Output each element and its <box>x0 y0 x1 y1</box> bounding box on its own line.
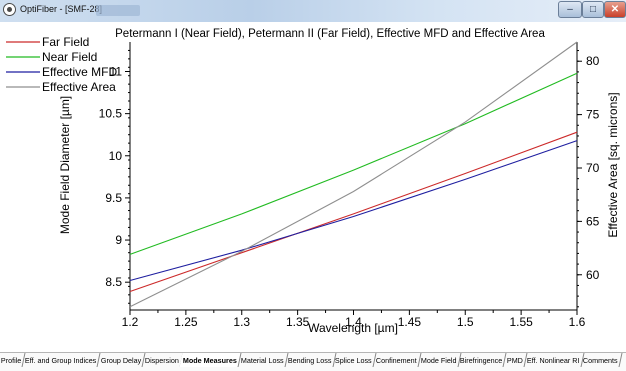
legend-label: Near Field <box>42 50 97 64</box>
legend-label: Effective MFD <box>42 65 117 79</box>
y-tick-label: 9 <box>115 233 122 247</box>
tab-label: Mode Measures <box>182 356 237 365</box>
y-tick-label: 8.5 <box>105 275 122 289</box>
y2-tick-label: 60 <box>586 268 600 282</box>
tab-group-delay[interactable]: Group Delay <box>97 353 146 367</box>
tab-confinement[interactable]: Confinement <box>372 353 422 367</box>
title-bar[interactable]: OptiFiber - [SMF-28] – □ ✕ <box>0 0 626 22</box>
tab-bending-loss[interactable]: Bending Loss <box>284 353 336 367</box>
x-tick-label: 1.4 <box>345 315 362 329</box>
series-line-effective-area <box>129 41 578 308</box>
y2-tick-label: 70 <box>586 161 600 175</box>
tab-label: Birefringence <box>460 356 503 365</box>
tab-mode-field[interactable]: Mode Field <box>417 353 461 367</box>
tab-label: Dispersion <box>145 356 179 365</box>
tab-label: Confinement <box>376 356 417 365</box>
tab-label: Group Delay <box>100 356 142 365</box>
x-tick-label: 1.3 <box>233 315 250 329</box>
series-line-effective-mfd <box>129 140 578 282</box>
mode-measures-chart: Petermann I (Near Field), Petermann II (… <box>6 28 620 335</box>
y2-axis-label: Effective Area [sq. microns] <box>606 92 620 237</box>
legend-label: Far Field <box>42 35 89 49</box>
y2-tick-label: 75 <box>586 108 600 122</box>
axes: 1.2 1.25 1.3 1.35 1.4 1.45 1.5 1.55 1.6 8.5 9 9.5 10… <box>99 42 600 329</box>
tab-splice-loss[interactable]: Splice Loss <box>331 353 377 367</box>
legend-label: Effective Area <box>42 80 116 94</box>
tab-label: Eff. and Group Indices <box>25 356 97 365</box>
x-tick-label: 1.55 <box>509 315 533 329</box>
x-tick-label: 1.35 <box>286 315 310 329</box>
x-tick-label: 1.25 <box>174 315 198 329</box>
tab-label: Material Loss <box>240 356 284 365</box>
tab-comments[interactable]: Comments <box>579 353 623 367</box>
tab-label: Eff. Nonlinear RI <box>526 356 580 365</box>
tab-material-loss[interactable]: Material Loss <box>237 353 289 367</box>
y2-tick-label: 80 <box>586 54 600 68</box>
tab-dispersion[interactable]: Dispersion <box>141 353 184 367</box>
tab-bar: Profile Eff. and Group Indices Group Delay… <box>0 352 626 371</box>
tab-mode-measures[interactable]: Mode Measures <box>179 353 242 367</box>
chart-title: Petermann I (Near Field), Petermann II (… <box>115 28 545 40</box>
x-tick-label: 1.5 <box>457 315 474 329</box>
tab-eff-nonlinear-ri[interactable]: Eff. Nonlinear RI <box>523 353 584 367</box>
y-axis-label: Mode Field Diameter [µm] <box>58 96 72 234</box>
maximize-button[interactable]: □ <box>582 1 604 18</box>
window-title: OptiFiber - [SMF-28] <box>20 4 103 14</box>
tab-label: Splice Loss <box>335 356 373 365</box>
y-tick-label: 10 <box>109 149 123 163</box>
x-tick-label: 1.45 <box>398 315 422 329</box>
y2-tick-label: 65 <box>586 214 600 228</box>
minimize-button[interactable]: – <box>558 1 582 18</box>
data-series <box>129 41 578 308</box>
x-axis-label: Wavelength [µm] <box>308 321 398 335</box>
y-tick-label: 11 <box>110 64 123 78</box>
series-line-near-field <box>129 72 578 255</box>
tab-label: Mode Field <box>420 356 457 365</box>
tab-label: Comments <box>583 356 619 365</box>
y-tick-label: 10.5 <box>99 107 123 121</box>
tab-birefringence[interactable]: Birefringence <box>456 353 508 367</box>
y-tick-label: 9.5 <box>105 191 122 205</box>
x-tick-label: 1.6 <box>569 315 586 329</box>
close-button[interactable]: ✕ <box>604 1 626 18</box>
tab-label: Profile <box>0 356 22 365</box>
app-icon[interactable] <box>3 3 16 16</box>
tab-label: PMD <box>506 356 523 365</box>
tab-label: Bending Loss <box>287 356 332 365</box>
title-redaction <box>96 5 140 16</box>
tab-eff-and-group-indices[interactable]: Eff. and Group Indices <box>21 353 102 367</box>
x-tick-label: 1.2 <box>122 315 139 329</box>
series-line-far-field <box>129 131 578 293</box>
